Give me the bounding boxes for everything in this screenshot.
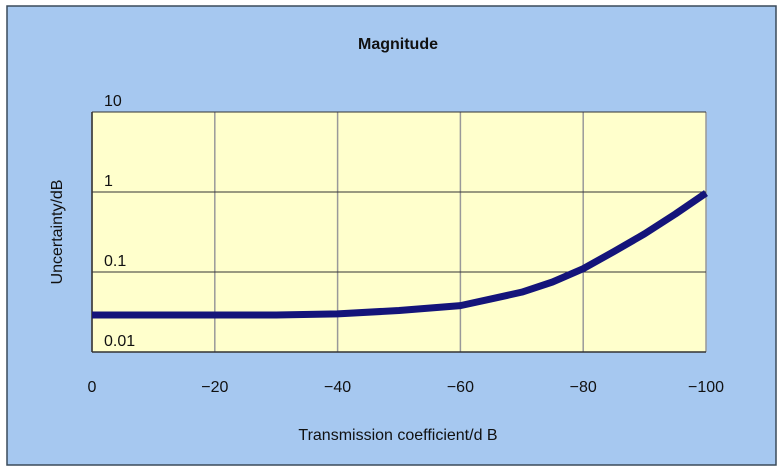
y-tick-label: 1 (104, 173, 113, 190)
x-tick-label: −80 (570, 379, 597, 396)
x-tick-label: −100 (688, 379, 724, 396)
x-tick-label: −60 (447, 379, 474, 396)
x-tick-label: −20 (201, 379, 228, 396)
x-tick-label: 0 (88, 379, 97, 396)
chart-title: Magnitude (358, 36, 438, 53)
x-tick-label: −40 (324, 379, 351, 396)
y-tick-label: 0.01 (104, 333, 135, 350)
y-tick-label: 10 (104, 93, 122, 110)
y-tick-label: 0.1 (104, 253, 126, 270)
data-line (92, 190, 708, 319)
x-axis-title: Transmission coefficient/d B (298, 427, 497, 444)
y-axis-title: Uncertainty/dB (49, 180, 66, 285)
